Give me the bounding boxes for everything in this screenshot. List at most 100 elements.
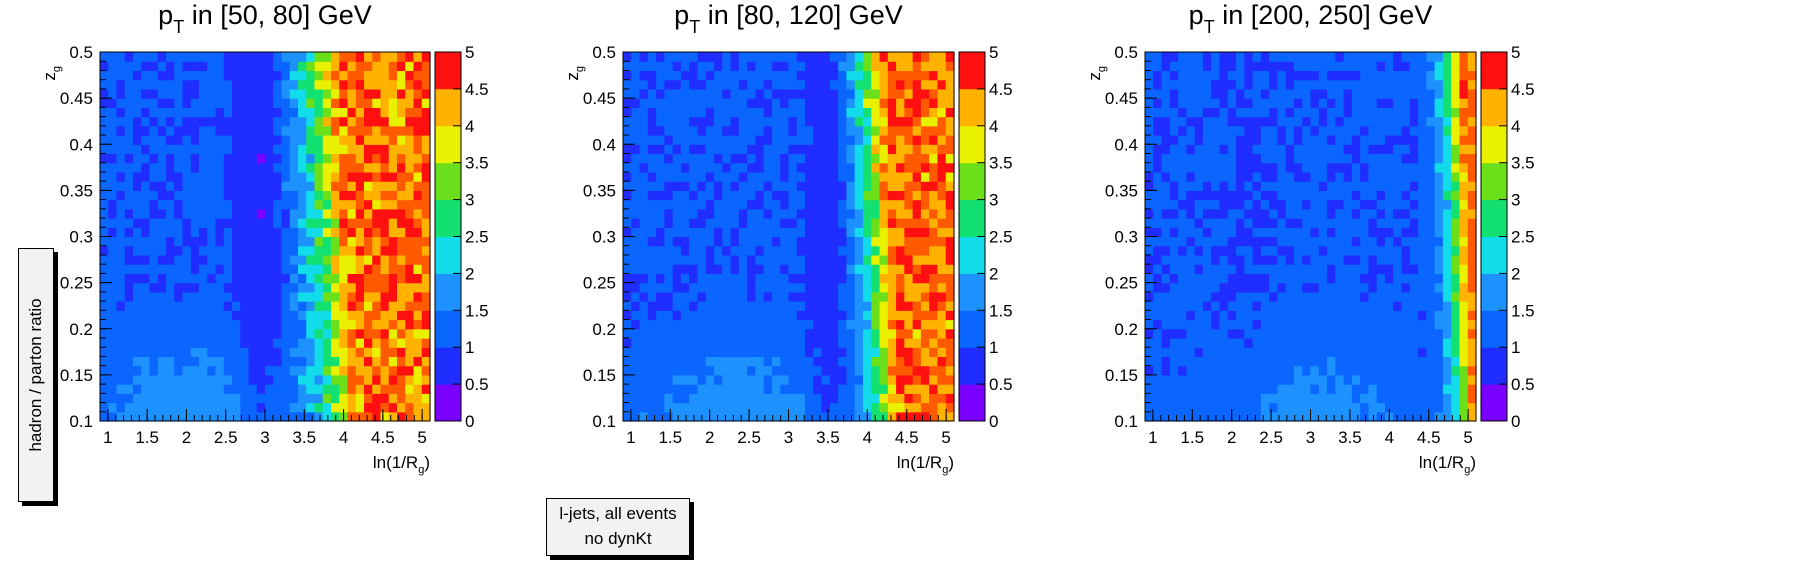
heatmap-cell [929,291,939,302]
heatmap-cell [722,347,732,358]
heatmap-cell [397,52,406,62]
heatmap-cell [1277,291,1287,302]
heatmap-cell [1360,328,1370,339]
heatmap-cell [281,144,291,155]
heatmap-cell [1459,245,1469,256]
heatmap-cell [1161,125,1171,136]
heatmap-cell [100,365,109,376]
heatmap-cell [1360,374,1370,385]
heatmap-cell [100,328,109,339]
heatmap-cell [829,402,839,413]
heatmap-cell [306,264,316,274]
heatmap-cell [788,245,798,256]
heatmap-cell [207,411,217,422]
heatmap-cell [887,254,897,265]
heatmap-cell [912,227,922,238]
heatmap-cell [1459,171,1469,182]
heatmap-cell [223,153,233,164]
heatmap-cell [896,310,905,321]
heatmap-cell [397,356,406,367]
heatmap-cell [1285,365,1295,376]
heatmap-cell [166,135,175,145]
heatmap-cell [796,236,806,247]
heatmap-cell [298,365,307,376]
heatmap-cell [347,245,357,256]
heatmap-cell [421,162,431,173]
heatmap-cell [372,153,382,164]
heatmap-cell [697,365,707,376]
heatmap-cell [1467,107,1477,118]
heatmap-cell [355,61,365,72]
heatmap-cell [1434,181,1444,191]
heatmap-cell [788,365,798,376]
heatmap-cell [730,374,740,385]
heatmap-cell [896,356,905,367]
heatmap-cell [896,171,905,182]
heatmap-cell [1277,273,1287,284]
heatmap-cell [339,365,349,376]
heatmap-cell [289,116,299,127]
heatmap-cell [314,328,324,339]
heatmap-cell [1186,310,1196,321]
heatmap-cell [207,264,217,274]
heatmap-cell [364,356,373,367]
heatmap-cell [1426,393,1436,404]
heatmap-cell [1219,310,1229,321]
heatmap-cell [273,52,283,62]
heatmap-cell [1145,218,1154,228]
heatmap-cell [887,88,897,99]
heatmap-cell [1442,310,1452,321]
heatmap-cell [813,356,823,367]
heatmap-cell [1236,236,1245,247]
heatmap-cell [1145,365,1154,376]
heatmap-cell [1351,116,1361,127]
heatmap-cell [838,365,848,376]
heatmap-cell [116,61,126,72]
heatmap-cell [1260,245,1270,256]
heatmap-cell [1186,337,1196,348]
heatmap-cell [405,365,415,376]
heatmap-cell [664,310,674,321]
heatmap-cell [722,402,732,413]
heatmap-cell [796,393,806,404]
heatmap-cell [1252,374,1262,385]
heatmap-cell [174,199,184,210]
heatmap-cell [306,125,316,136]
heatmap-cell [347,79,357,90]
heatmap-cell [1335,402,1345,413]
heatmap-cell [199,144,208,155]
heatmap-cell [100,264,109,274]
heatmap-cell [1211,291,1221,302]
heatmap-cell [322,365,332,376]
heatmap-cell [763,107,773,118]
heatmap-cell [730,301,740,311]
heatmap-cell [1401,171,1411,182]
heatmap-cell [1211,393,1221,404]
heatmap-cell [397,135,406,145]
heatmap-cell [912,264,922,274]
heatmap-cell [1202,384,1212,394]
heatmap-cell [1459,365,1469,376]
heatmap-cell [372,347,382,358]
heatmap-cell [1244,319,1254,330]
heatmap-cell [714,356,723,367]
heatmap-cell [339,310,349,321]
heatmap-cell [1351,227,1361,238]
heatmap-cell [1459,135,1469,145]
heatmap-cell [705,254,715,265]
heatmap-cell [1409,236,1419,247]
heatmap-cell [100,125,109,136]
heatmap-cell [1360,264,1370,274]
heatmap-cell [133,79,142,90]
heatmap-cell [157,319,167,330]
heatmap-cell [680,171,690,182]
y-tick-label: 0.5 [592,43,616,62]
heatmap-cell [1459,374,1469,385]
heatmap-cell [796,199,806,210]
heatmap-cell [805,273,814,284]
heatmap-cell [829,61,839,72]
heatmap-cell [1376,153,1386,164]
heatmap-cell [805,264,814,274]
heatmap-cell [1153,356,1163,367]
heatmap-cell [1277,384,1287,394]
